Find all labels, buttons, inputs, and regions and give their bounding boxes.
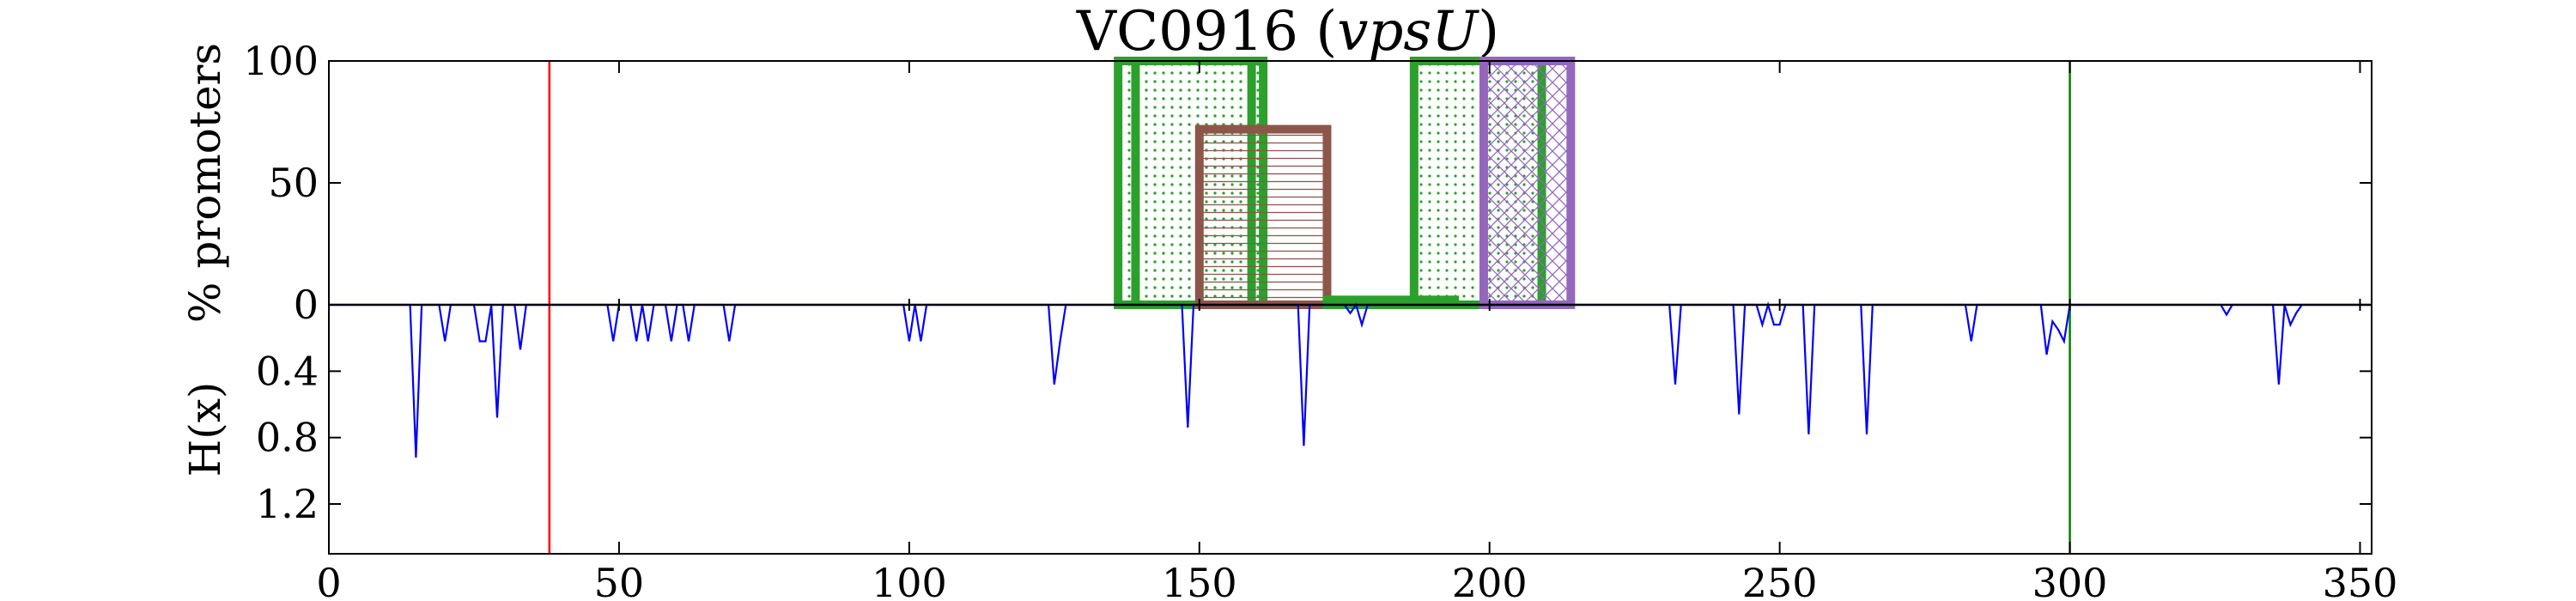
top-y-ticks: 0 50 100 [243, 38, 2372, 328]
x-tick-label-0: 0 [316, 560, 341, 601]
x-tick-label-100: 100 [872, 560, 947, 601]
x-tick-label-200: 200 [1452, 560, 1528, 601]
x-tick-label-150: 150 [1162, 560, 1237, 601]
entropy-series-line [329, 301, 2372, 458]
x-tick-label-50: 50 [594, 560, 645, 601]
chart-title-prefix: VC0916 ( [1076, 0, 1337, 64]
top-panel-frame [328, 60, 2372, 306]
chart-title-italic: vpsU [1337, 0, 1479, 64]
bottom-y-ticks: 0.4 0.8 1.2 [256, 348, 2372, 527]
chart-title-suffix: ) [1478, 0, 1499, 64]
bottom-y-tick-label-0.8: 0.8 [256, 415, 319, 461]
top-y-tick-label-50: 50 [268, 160, 319, 206]
bottom-y-tick-label-1.2: 1.2 [256, 481, 319, 527]
x-tick-label-350: 350 [2323, 560, 2398, 601]
chart-title: VC0916 (vpsU) [1076, 0, 1499, 64]
bottom-panel-frame [328, 304, 2372, 555]
promoter-box-6 [1479, 57, 1576, 309]
bottom-panel: 0.4 0.8 1.2 0 50 100 150 200 250 300 350 H(x) [180, 61, 2397, 601]
top-y-tick-label-0: 0 [294, 282, 319, 328]
promoter-boxes [1114, 57, 1576, 310]
x-tick-label-250: 250 [1742, 560, 1818, 601]
top-panel: 0 50 100 % promoters [180, 38, 2372, 554]
x-ticks: 0 50 100 150 200 250 300 350 [316, 61, 2397, 601]
bottom-y-tick-label-0.4: 0.4 [256, 348, 319, 394]
promoter-box-3 [1194, 124, 1332, 309]
top-y-tick-label-100: 100 [243, 38, 319, 84]
top-y-axis-label: % promoters [180, 43, 230, 323]
bottom-y-axis-label: H(x) [180, 382, 230, 477]
x-tick-label-300: 300 [2032, 560, 2108, 601]
